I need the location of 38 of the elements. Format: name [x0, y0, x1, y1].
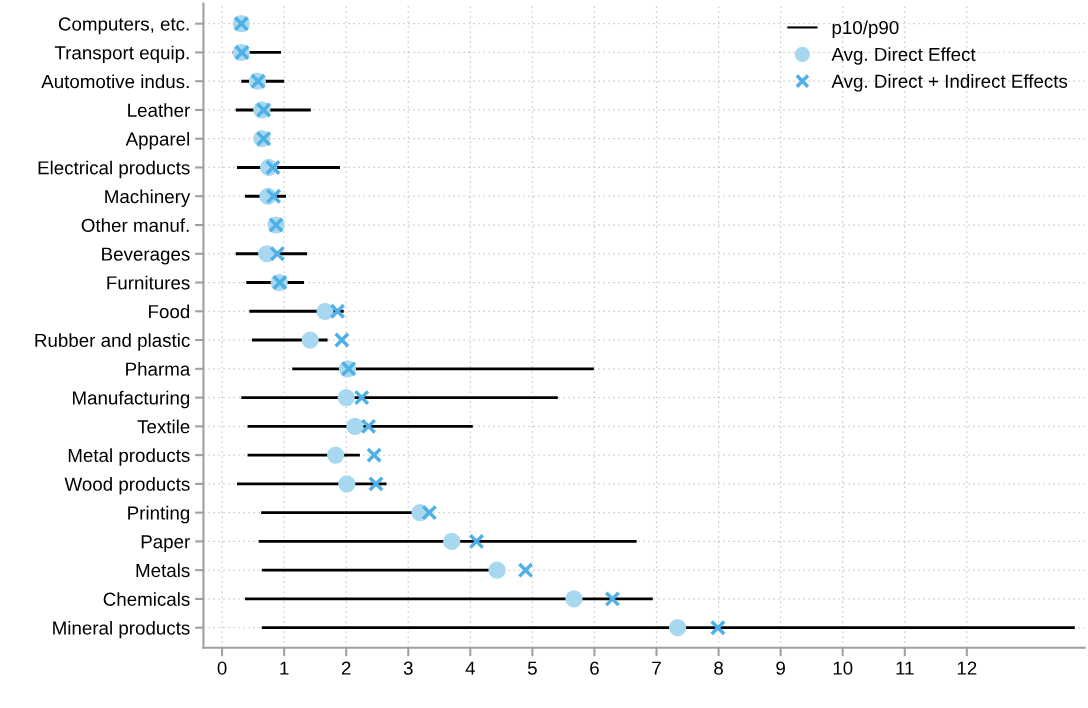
x-tick-label: 4 — [465, 661, 475, 675]
y-tick-label: Rubber and plastic — [35, 333, 190, 351]
y-tick-label: Wood products — [64, 477, 190, 495]
y-tick-label: Manufacturing — [72, 390, 190, 409]
y-tick-label: Paper — [141, 535, 190, 553]
x-tick-label: 12 — [957, 661, 977, 675]
x-tick-label: 1 — [280, 661, 289, 675]
y-tick-label: Textile — [137, 419, 190, 434]
y-tick-label: Mineral products — [53, 620, 190, 639]
x-tick-label: 0 — [217, 661, 227, 675]
y-tick-label: Pharma — [126, 362, 191, 376]
y-tick-label: Other manuf. — [81, 218, 189, 232]
x-tick-label: 8 — [714, 661, 723, 675]
x-tick-label: 6 — [590, 661, 599, 675]
y-tick-label: Apparel — [125, 131, 190, 150]
x-tick-label: 10 — [833, 661, 853, 675]
y-tick-label: Computers, etc. — [58, 17, 189, 35]
y-tick-label: Beverages — [102, 247, 190, 265]
y-tick-label: Metals — [136, 563, 190, 578]
y-tick-label: Chemicals — [103, 592, 190, 606]
y-tick-label: Metal products — [68, 448, 190, 466]
y-tick-label: Electrical products — [38, 160, 190, 179]
x-tick-label: 11 — [896, 661, 914, 675]
y-tick-label: Leather — [128, 103, 190, 117]
legend-label: p10/p90 — [832, 20, 899, 38]
y-tick-label: Printing — [128, 505, 190, 524]
y-tick-label: Furnitures — [107, 275, 190, 290]
x-tick-label: 5 — [527, 661, 537, 675]
x-tick-label: 2 — [341, 661, 351, 675]
y-tick-label: Automotive indus. — [41, 74, 189, 89]
y-tick-label: Machinery — [105, 189, 191, 207]
y-tick-label: Transport equip. — [54, 45, 189, 64]
y-tick-label: Food — [149, 304, 190, 319]
x-tick-label: 9 — [776, 661, 785, 675]
legend-label: Avg. Direct Effect — [831, 47, 976, 65]
legend-label: Avg. Direct + Indirect Effects — [831, 74, 1068, 92]
x-tick-label: 7 — [652, 661, 661, 675]
x-tick-label: 3 — [403, 661, 413, 675]
